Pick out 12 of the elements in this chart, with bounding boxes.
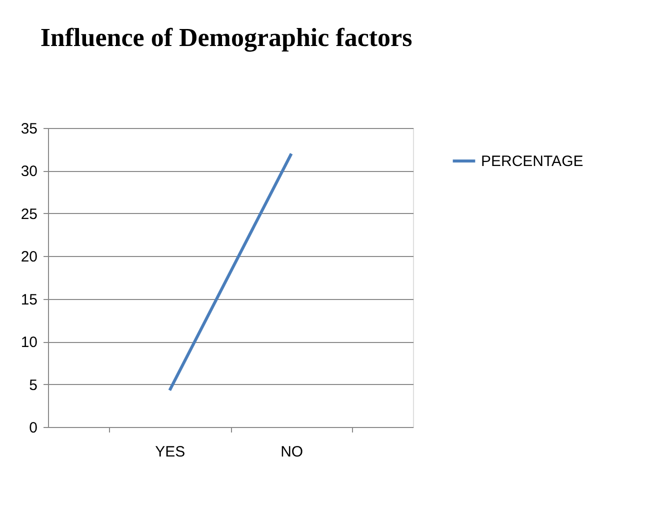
y-tick-label: 30 [20,163,38,180]
y-tick-label: 10 [20,334,38,352]
y-tick-label: 0 [29,420,38,436]
x-tick-label: YES [155,444,186,460]
chart-title: Influence of Demographic factors [40,23,412,52]
y-tick-label: 20 [20,248,38,266]
legend-label: PERCENTAGE [481,153,584,170]
x-tick-label: NO [280,444,304,460]
y-tick-label: 35 [20,120,38,138]
y-tick-label: 5 [29,376,38,394]
y-tick-label: 25 [20,206,38,223]
y-tick-label: 15 [20,291,38,308]
